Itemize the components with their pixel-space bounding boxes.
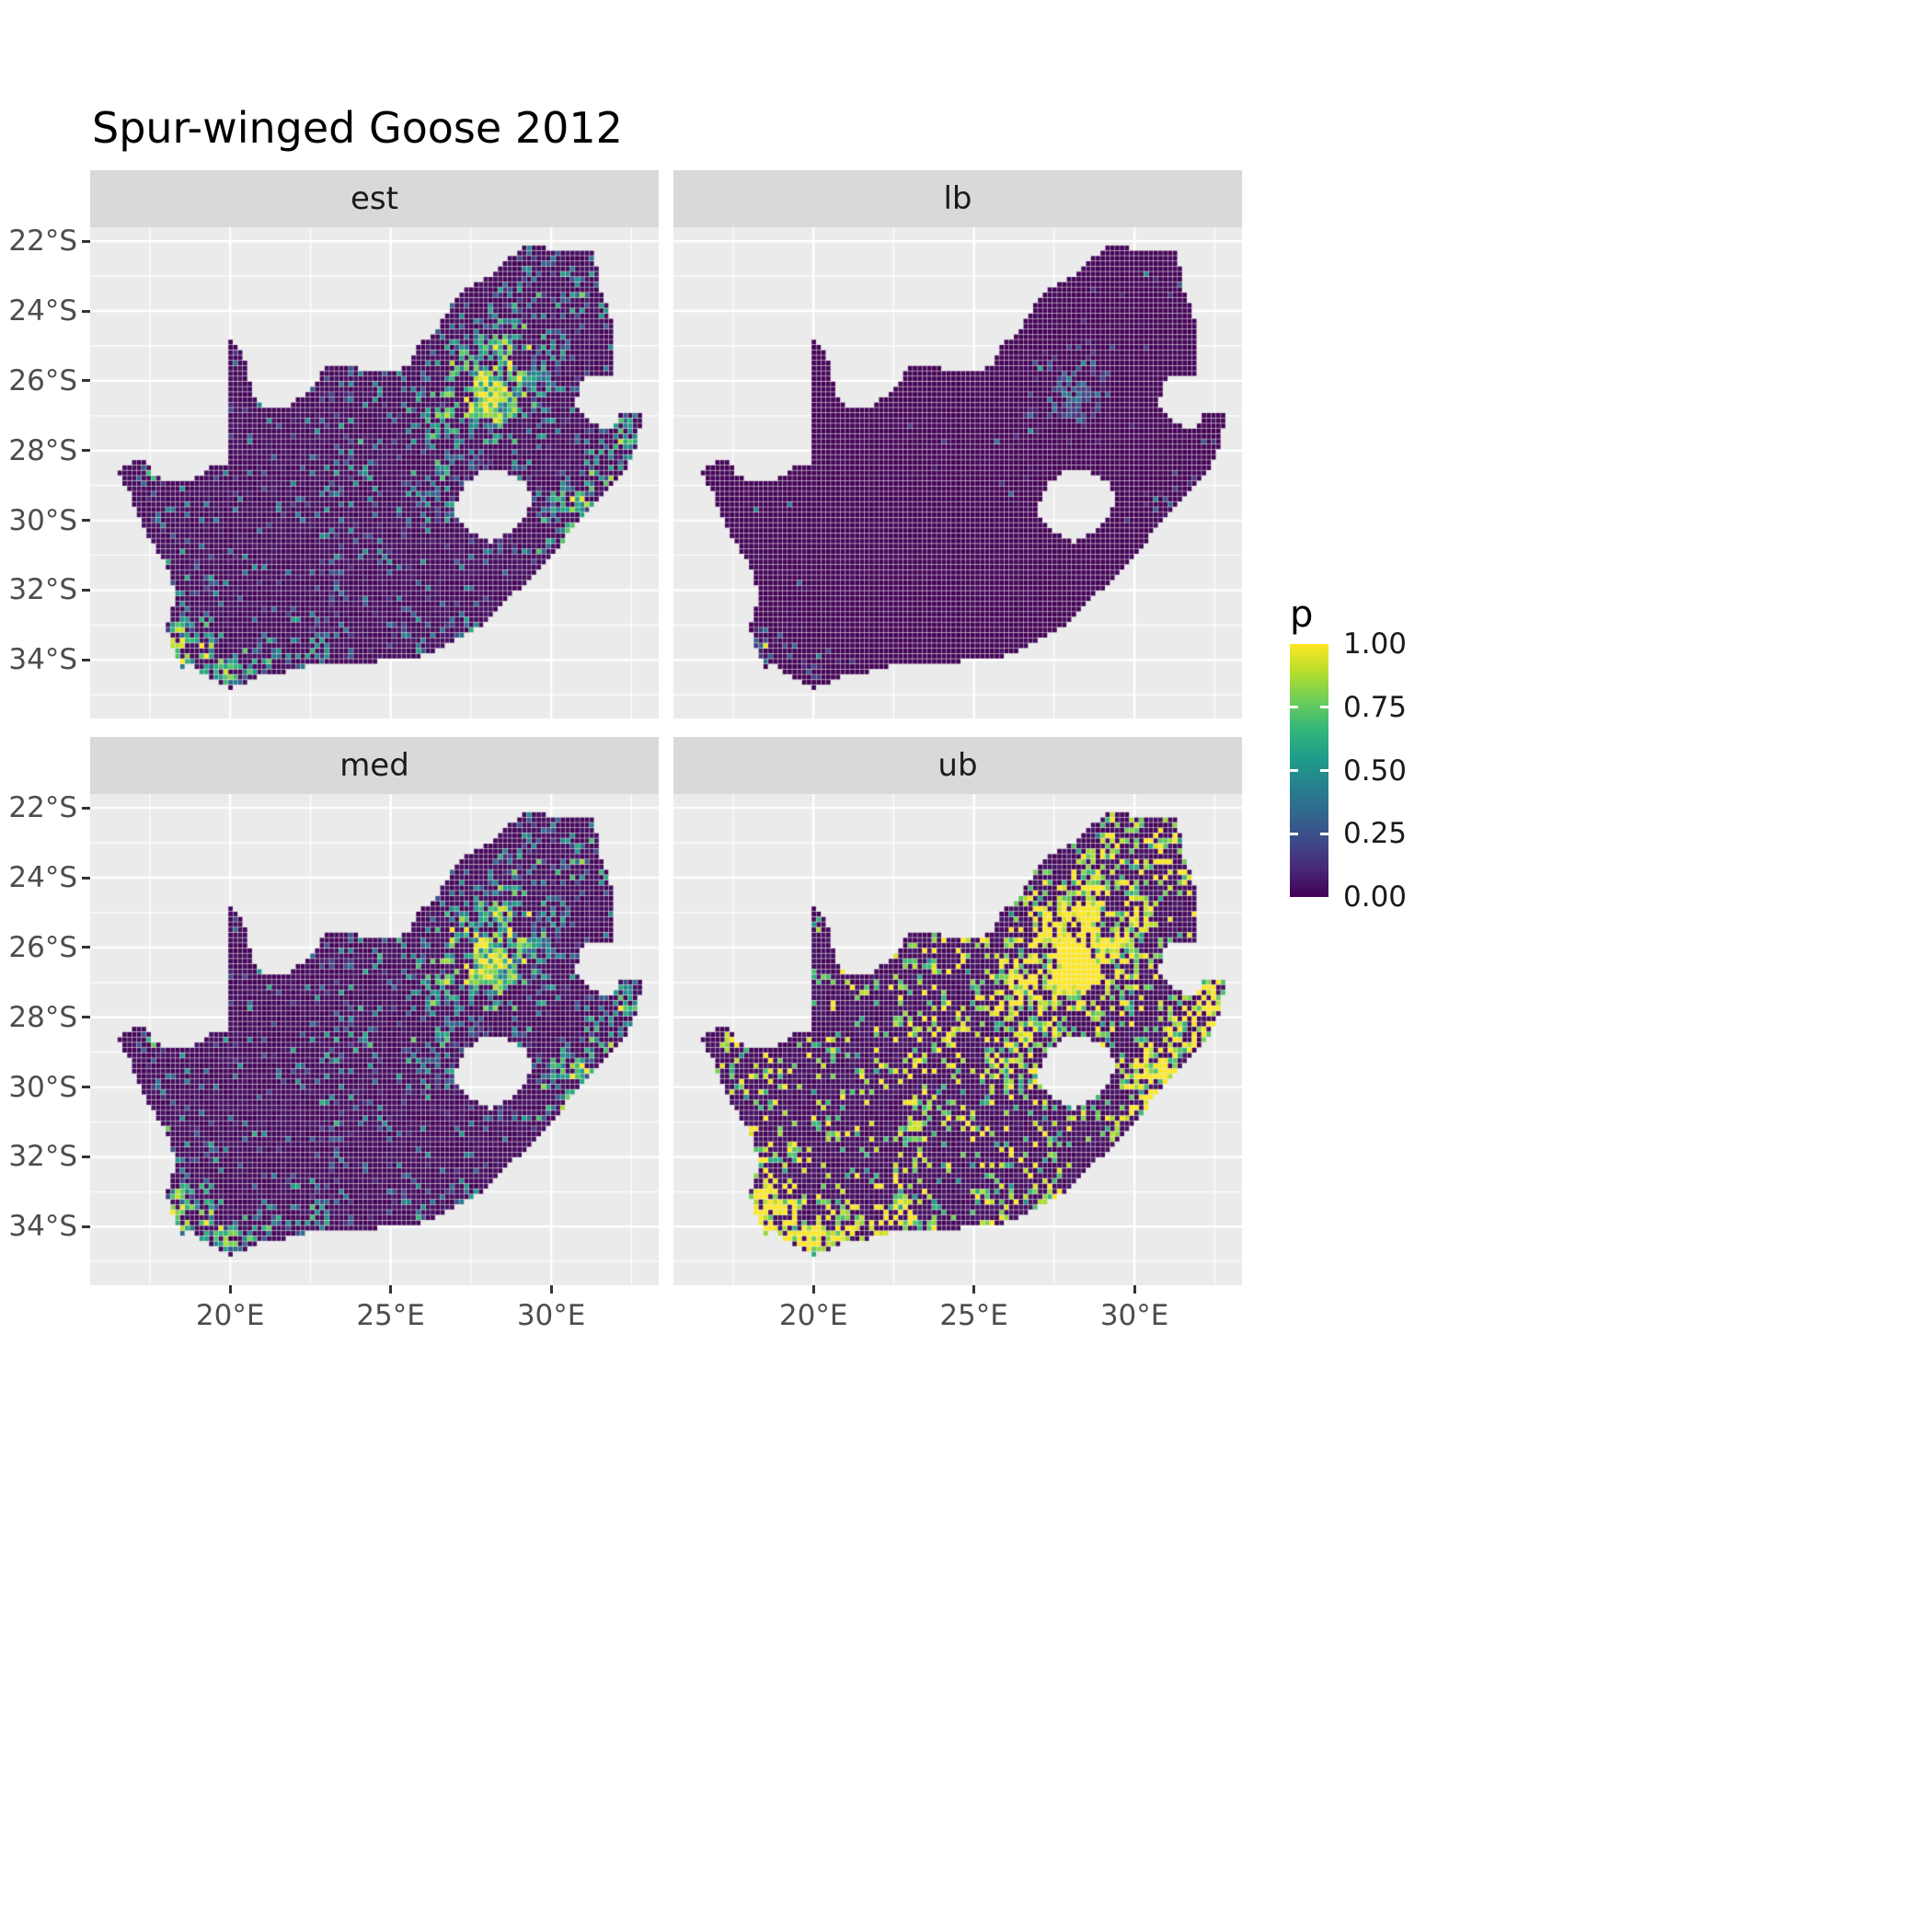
x-axis-tick-label: 20°E — [195, 1299, 265, 1332]
facet-strip-med: med — [90, 737, 659, 794]
facet-strip-label: ub — [937, 747, 978, 784]
y-axis-tick-mark — [82, 1225, 90, 1228]
legend-label: 0.25 — [1343, 817, 1408, 850]
x-axis-tick-mark — [228, 1285, 232, 1294]
facet-strip-label: est — [351, 180, 398, 217]
y-axis-tick-label: 22°S — [8, 224, 77, 259]
legend-tick-mark — [1320, 769, 1328, 772]
y-axis-tick-label: 28°S — [8, 1000, 77, 1034]
y-axis-tick-label: 22°S — [8, 791, 77, 825]
facet-strip-ub: ub — [673, 737, 1242, 794]
y-axis-tick-label: 24°S — [8, 294, 77, 328]
map-panel-med — [90, 794, 659, 1285]
y-axis-tick-mark — [82, 588, 90, 592]
legend-label: 0.00 — [1343, 880, 1408, 914]
x-axis-tick-mark — [389, 1285, 393, 1294]
legend-tick-mark — [1290, 769, 1298, 772]
x-axis-tick-mark — [811, 1285, 815, 1294]
plot-title: Spur-winged Goose 2012 — [92, 103, 623, 153]
y-axis-tick-mark — [82, 806, 90, 810]
y-axis-tick-mark — [82, 239, 90, 243]
y-axis-tick-label: 30°S — [8, 1070, 77, 1104]
legend-label: 0.75 — [1343, 691, 1408, 724]
y-axis-tick-label: 28°S — [8, 433, 77, 467]
x-axis-tick-mark — [1133, 1285, 1136, 1294]
y-axis-tick-mark — [82, 379, 90, 383]
map-panel-ub — [673, 794, 1242, 1285]
legend-tick-mark — [1320, 706, 1328, 709]
y-axis-tick-mark — [82, 519, 90, 523]
y-axis-tick-label: 26°S — [8, 363, 77, 397]
facet-strip-est: est — [90, 170, 659, 227]
y-axis-tick-mark — [82, 1086, 90, 1089]
x-axis-tick-mark — [549, 1285, 553, 1294]
x-axis-tick-label: 30°E — [516, 1299, 586, 1332]
legend-tick-mark — [1320, 832, 1328, 835]
x-axis-tick-label: 30°E — [1099, 1299, 1169, 1332]
legend-tick-mark — [1290, 832, 1298, 835]
legend-tick-mark — [1290, 706, 1298, 709]
y-axis-tick-mark — [82, 658, 90, 661]
x-axis-tick-label: 25°E — [939, 1299, 1008, 1332]
y-axis-tick-label: 24°S — [8, 861, 77, 895]
y-axis-tick-mark — [82, 946, 90, 949]
map-panel-est — [90, 227, 659, 719]
facet-strip-lb: lb — [673, 170, 1242, 227]
y-axis-tick-label: 34°S — [8, 643, 77, 677]
y-axis-tick-mark — [82, 1016, 90, 1019]
y-axis-tick-mark — [82, 1155, 90, 1158]
x-axis-tick-mark — [972, 1285, 976, 1294]
legend-label: 0.50 — [1343, 754, 1408, 788]
y-axis-tick-mark — [82, 309, 90, 313]
y-axis-tick-label: 32°S — [8, 1140, 77, 1174]
facet-strip-label: lb — [943, 180, 972, 217]
facet-strip-label: med — [339, 747, 409, 784]
y-axis-tick-label: 26°S — [8, 930, 77, 964]
map-panel-lb — [673, 227, 1242, 719]
x-axis-tick-label: 25°E — [356, 1299, 425, 1332]
y-axis-tick-mark — [82, 876, 90, 880]
y-axis-tick-label: 32°S — [8, 573, 77, 607]
y-axis-tick-label: 34°S — [8, 1210, 77, 1244]
legend-label: 1.00 — [1343, 627, 1408, 661]
x-axis-tick-label: 20°E — [778, 1299, 848, 1332]
y-axis-tick-mark — [82, 449, 90, 453]
legend-title: p — [1290, 593, 1314, 636]
y-axis-tick-label: 30°S — [8, 503, 77, 537]
